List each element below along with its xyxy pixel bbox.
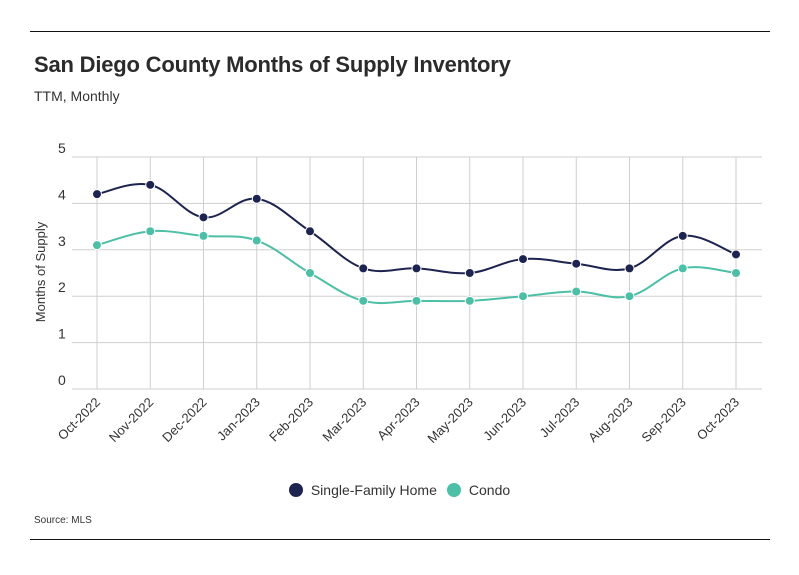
legend-item-single-family[interactable]: Single-Family Home: [288, 482, 437, 498]
data-point-single-family-home-12: [731, 249, 741, 260]
data-point-condo-0: [92, 240, 102, 251]
x-tick-label-7: May-2023: [424, 395, 475, 446]
y-tick-label-3: 3: [58, 233, 66, 249]
x-tick-label-2: Dec-2022: [159, 395, 209, 445]
data-point-single-family-home-4: [305, 226, 315, 237]
data-point-single-family-home-11: [677, 230, 688, 241]
source-note: Source: MLS: [34, 515, 92, 526]
legend-marker-single-family: [288, 483, 303, 497]
top-rule: [30, 31, 770, 32]
data-point-condo-7: [464, 295, 475, 306]
chart-title: San Diego County Months of Supply Invent…: [34, 52, 511, 77]
legend-item-condo[interactable]: Condo: [446, 482, 511, 498]
legend-label-single-family: Single-Family Home: [310, 482, 437, 498]
data-point-condo-6: [411, 295, 422, 306]
data-point-single-family-home-10: [624, 263, 635, 274]
data-point-condo-3: [251, 235, 262, 246]
data-point-condo-9: [571, 286, 582, 297]
data-point-condo-8: [518, 291, 528, 302]
data-point-condo-12: [731, 268, 741, 278]
x-tick-label-10: Aug-2023: [585, 395, 635, 445]
y-tick-label-0: 0: [58, 372, 66, 388]
legend-label-condo: Condo: [468, 482, 511, 498]
data-point-single-family-home-8: [518, 254, 528, 265]
y-tick-label-2: 2: [58, 279, 66, 295]
x-tick-label-8: Jun-2023: [480, 395, 529, 444]
x-tick-label-4: Feb-2023: [266, 395, 316, 445]
x-tick-label-0: Oct-2022: [55, 395, 103, 443]
x-tick-label-6: Apr-2023: [374, 395, 422, 443]
data-point-single-family-home-9: [571, 258, 582, 269]
data-point-condo-4: [305, 268, 315, 278]
y-axis-label: Months of Supply: [33, 221, 48, 322]
x-tick-label-5: Mar-2023: [319, 395, 369, 445]
y-tick-label-5: 5: [58, 140, 66, 156]
legend: Single-Family Home Condo: [0, 482, 799, 498]
data-point-condo-11: [677, 263, 688, 274]
data-point-single-family-home-5: [358, 263, 369, 274]
legend-marker-condo: [446, 483, 461, 497]
x-tick-label-3: Jan-2023: [214, 395, 263, 444]
data-point-single-family-home-7: [464, 268, 475, 278]
data-point-single-family-home-0: [92, 189, 102, 200]
data-point-condo-10: [624, 291, 635, 302]
data-point-single-family-home-3: [251, 193, 262, 204]
x-tick-label-12: Oct-2023: [694, 395, 742, 443]
chart-subtitle: TTM, Monthly: [34, 88, 120, 104]
bottom-rule: [30, 539, 770, 540]
x-tick-label-9: Jul-2023: [536, 395, 582, 441]
data-point-single-family-home-2: [198, 212, 209, 223]
y-tick-label-1: 1: [58, 326, 66, 342]
data-point-single-family-home-1: [145, 179, 156, 190]
data-point-condo-5: [358, 295, 369, 306]
data-point-condo-1: [145, 226, 156, 237]
x-tick-label-11: Sep-2023: [638, 395, 688, 445]
y-tick-label-4: 4: [58, 186, 66, 202]
x-tick-label-1: Nov-2022: [106, 395, 156, 445]
data-point-single-family-home-6: [411, 263, 422, 274]
data-point-condo-2: [198, 230, 209, 241]
